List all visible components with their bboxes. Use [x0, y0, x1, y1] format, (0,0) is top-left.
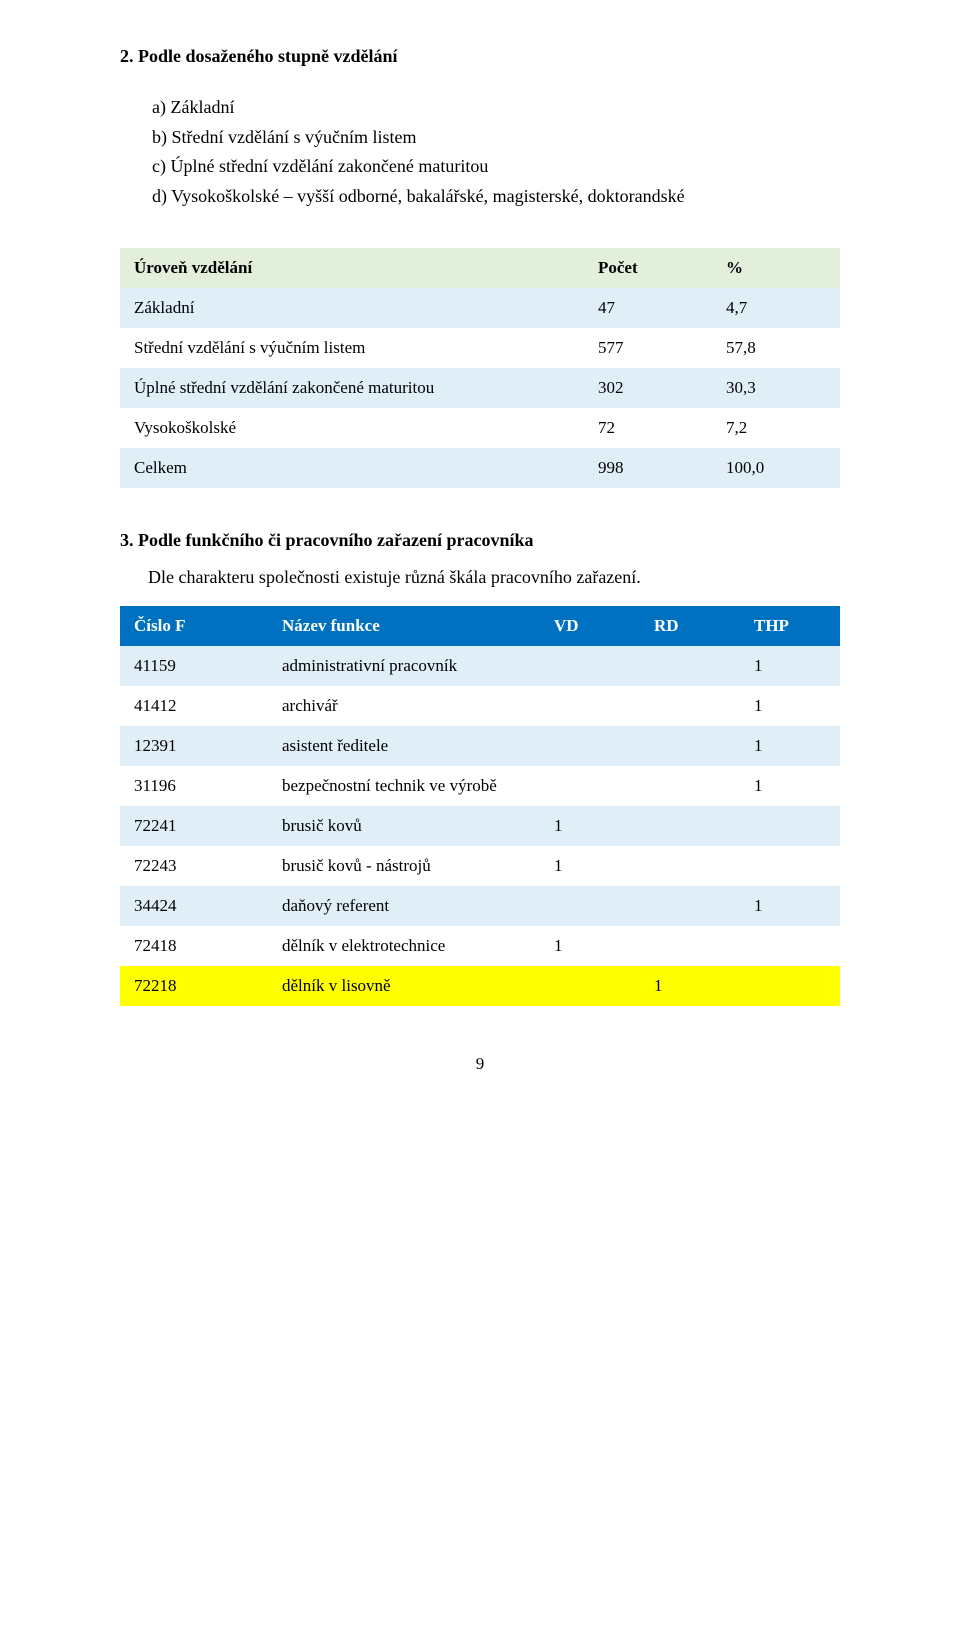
cell: 47: [584, 288, 712, 328]
cell: [640, 846, 740, 886]
education-heading: 2. Podle dosaženého stupně vzdělání: [120, 46, 840, 67]
col-percent: %: [712, 248, 840, 288]
cell: [640, 926, 740, 966]
cell: Střední vzdělání s výučním listem: [120, 328, 584, 368]
table-row: 41159 administrativní pracovník 1: [120, 646, 840, 686]
table-row: 72418 dělník v elektrotechnice 1: [120, 926, 840, 966]
functional-intro: Dle charakteru společnosti existuje různ…: [148, 567, 840, 588]
cell: 1: [740, 766, 840, 806]
table-row: 41412 archivář 1: [120, 686, 840, 726]
cell: 1: [740, 646, 840, 686]
col-vd: VD: [540, 606, 640, 646]
col-level: Úroveň vzdělání: [120, 248, 584, 288]
cell: [640, 886, 740, 926]
cell: [540, 726, 640, 766]
cell: [740, 846, 840, 886]
cell: 72418: [120, 926, 268, 966]
table-row: 34424 daňový referent 1: [120, 886, 840, 926]
cell: 72241: [120, 806, 268, 846]
table-row: Úplné střední vzdělání zakončené maturit…: [120, 368, 840, 408]
cell: [540, 686, 640, 726]
page: 2. Podle dosaženého stupně vzdělání a) Z…: [0, 0, 960, 1088]
cell: 998: [584, 448, 712, 488]
cell: 7,2: [712, 408, 840, 448]
table-row: Celkem 998 100,0: [120, 448, 840, 488]
col-name: Název funkce: [268, 606, 540, 646]
cell: Úplné střední vzdělání zakončené maturit…: [120, 368, 584, 408]
option-c: c) Úplné střední vzdělání zakončené matu…: [152, 152, 840, 182]
cell: 30,3: [712, 368, 840, 408]
page-number: 9: [0, 1054, 960, 1074]
cell: dělník v elektrotechnice: [268, 926, 540, 966]
cell: 41159: [120, 646, 268, 686]
cell: 1: [740, 886, 840, 926]
cell: [540, 966, 640, 1006]
cell: 1: [640, 966, 740, 1006]
table-row: 72241 brusič kovů 1: [120, 806, 840, 846]
cell: 72218: [120, 966, 268, 1006]
table-row: Vysokoškolské 72 7,2: [120, 408, 840, 448]
cell: [640, 646, 740, 686]
education-table: Úroveň vzdělání Počet % Základní 47 4,7 …: [120, 248, 840, 488]
cell: Celkem: [120, 448, 584, 488]
table-row: Základní 47 4,7: [120, 288, 840, 328]
cell: [540, 646, 640, 686]
cell: 4,7: [712, 288, 840, 328]
functional-heading: 3. Podle funkčního či pracovního zařazen…: [120, 530, 840, 551]
cell: 1: [540, 926, 640, 966]
table-header-row: Číslo F Název funkce VD RD THP: [120, 606, 840, 646]
cell: asistent ředitele: [268, 726, 540, 766]
cell: 1: [540, 846, 640, 886]
cell: [640, 686, 740, 726]
cell: archivář: [268, 686, 540, 726]
cell: 12391: [120, 726, 268, 766]
cell: 41412: [120, 686, 268, 726]
cell: 34424: [120, 886, 268, 926]
col-thp: THP: [740, 606, 840, 646]
cell: 302: [584, 368, 712, 408]
cell: bezpečnostní technik ve výrobě: [268, 766, 540, 806]
option-d: d) Vysokoškolské – vyšší odborné, bakalá…: [152, 182, 840, 212]
cell: [740, 806, 840, 846]
table-row: 72243 brusič kovů - nástrojů 1: [120, 846, 840, 886]
cell: 72: [584, 408, 712, 448]
cell: [640, 806, 740, 846]
positions-table: Číslo F Název funkce VD RD THP 41159 adm…: [120, 606, 840, 1006]
cell: daňový referent: [268, 886, 540, 926]
table-row: 12391 asistent ředitele 1: [120, 726, 840, 766]
cell: [540, 886, 640, 926]
cell: administrativní pracovník: [268, 646, 540, 686]
cell: [740, 966, 840, 1006]
table-row-highlighted: 72218 dělník v lisovně 1: [120, 966, 840, 1006]
table-row: Střední vzdělání s výučním listem 577 57…: [120, 328, 840, 368]
cell: 100,0: [712, 448, 840, 488]
option-a: a) Základní: [152, 93, 840, 123]
col-rd: RD: [640, 606, 740, 646]
col-code: Číslo F: [120, 606, 268, 646]
cell: Vysokoškolské: [120, 408, 584, 448]
cell: 1: [740, 726, 840, 766]
cell: 1: [740, 686, 840, 726]
cell: 1: [540, 806, 640, 846]
cell: 57,8: [712, 328, 840, 368]
cell: [640, 766, 740, 806]
cell: dělník v lisovně: [268, 966, 540, 1006]
option-b: b) Střední vzdělání s výučním listem: [152, 123, 840, 153]
cell: [540, 766, 640, 806]
cell: Základní: [120, 288, 584, 328]
cell: 577: [584, 328, 712, 368]
cell: 31196: [120, 766, 268, 806]
col-count: Počet: [584, 248, 712, 288]
cell: brusič kovů: [268, 806, 540, 846]
table-row: 31196 bezpečnostní technik ve výrobě 1: [120, 766, 840, 806]
table-header-row: Úroveň vzdělání Počet %: [120, 248, 840, 288]
cell: brusič kovů - nástrojů: [268, 846, 540, 886]
cell: [740, 926, 840, 966]
cell: 72243: [120, 846, 268, 886]
cell: [640, 726, 740, 766]
education-options: a) Základní b) Střední vzdělání s výuční…: [152, 93, 840, 212]
